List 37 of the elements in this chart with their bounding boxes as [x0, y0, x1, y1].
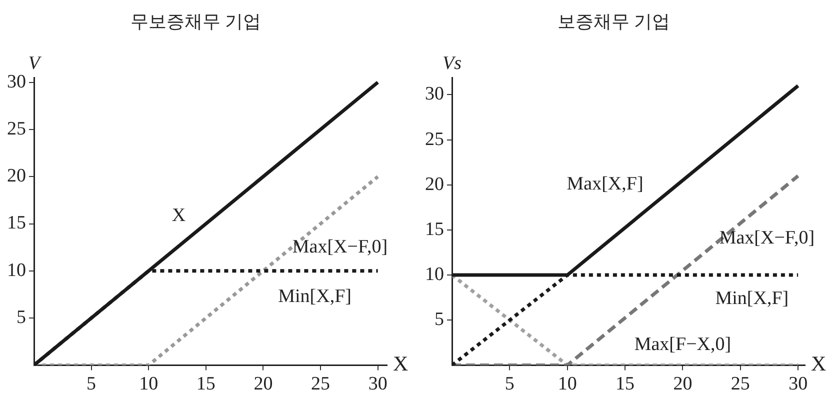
x-tick-label: 30	[788, 374, 808, 395]
series-label: Max[X,F]	[566, 174, 644, 195]
y-axis-title: Vs	[442, 53, 462, 74]
series-label: Min[X,F]	[715, 288, 789, 310]
y-tick-label: 15	[7, 212, 26, 234]
series-label: Min[X,F]	[278, 286, 352, 307]
y-tick-label: 30	[7, 71, 26, 92]
x-tick-label: 15	[616, 374, 635, 395]
x-tick-label: 25	[730, 374, 750, 395]
y-axis-title: V	[28, 53, 42, 74]
series-label: Max[X−F,0]	[719, 228, 815, 249]
x-tick-label: 5	[86, 374, 96, 395]
chart-title: 무보증채무 기업	[130, 12, 261, 32]
x-tick-label: 5	[504, 374, 514, 395]
x-tick-label: 30	[368, 374, 388, 395]
series-label: Max[X−F,0]	[292, 236, 388, 258]
y-tick-label: 25	[7, 118, 26, 140]
y-tick-label: 5	[434, 309, 444, 330]
y-tick-label: 20	[7, 166, 26, 187]
x-tick-label: 15	[196, 374, 216, 395]
series-label: X	[172, 204, 186, 226]
chart-title: 보증채무 기업	[557, 12, 670, 32]
series-label: Max[F−X,0]	[634, 334, 732, 356]
y-tick-label: 10	[7, 260, 26, 281]
x-tick-label: 25	[311, 374, 330, 395]
x-tick-label: 10	[558, 374, 577, 395]
y-tick-label: 25	[425, 128, 444, 150]
y-tick-label: 15	[425, 218, 444, 240]
x-tick-label: 20	[254, 374, 273, 395]
x-tick-label: 20	[673, 374, 692, 395]
y-tick-label: 30	[425, 84, 444, 105]
x-axis-title: X	[393, 352, 408, 376]
x-tick-label: 10	[139, 374, 158, 395]
x-axis-title: X	[811, 352, 826, 376]
y-tick-label: 5	[16, 307, 26, 328]
y-tick-label: 20	[425, 174, 444, 195]
y-tick-label: 10	[425, 264, 444, 286]
